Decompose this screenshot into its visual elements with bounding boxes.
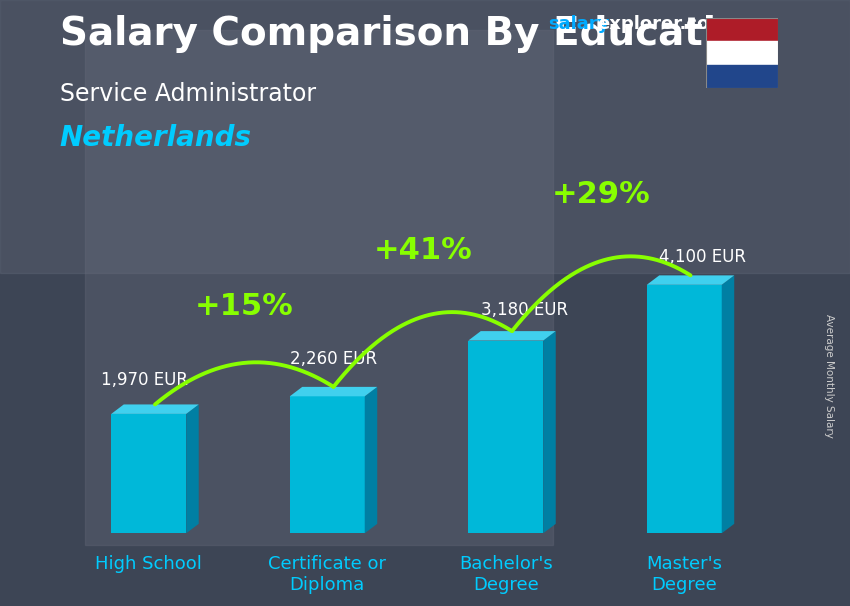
Polygon shape xyxy=(111,414,186,533)
Bar xyxy=(85,30,552,545)
Text: High School: High School xyxy=(95,555,202,573)
Text: +15%: +15% xyxy=(195,291,293,321)
Polygon shape xyxy=(365,387,377,533)
Text: 1,970 EUR: 1,970 EUR xyxy=(100,371,188,388)
Polygon shape xyxy=(111,404,199,414)
Text: 4,100 EUR: 4,100 EUR xyxy=(660,248,746,266)
Text: Certificate or
Diploma: Certificate or Diploma xyxy=(269,555,386,594)
Bar xyxy=(706,41,778,65)
Text: 3,180 EUR: 3,180 EUR xyxy=(481,301,568,319)
Text: Average Monthly Salary: Average Monthly Salary xyxy=(824,314,834,438)
Polygon shape xyxy=(468,331,556,341)
Text: salary: salary xyxy=(548,15,609,33)
Text: Salary Comparison By Education: Salary Comparison By Education xyxy=(60,15,770,53)
Text: Bachelor's
Degree: Bachelor's Degree xyxy=(459,555,552,594)
Bar xyxy=(0,0,850,273)
Polygon shape xyxy=(290,396,365,533)
Bar xyxy=(706,18,778,41)
Bar xyxy=(706,65,778,88)
Text: +41%: +41% xyxy=(373,236,472,265)
Polygon shape xyxy=(468,341,543,533)
Text: explorer.com: explorer.com xyxy=(598,15,728,33)
Polygon shape xyxy=(543,331,556,533)
Text: +29%: +29% xyxy=(552,180,650,209)
Polygon shape xyxy=(722,275,734,533)
Polygon shape xyxy=(186,404,199,533)
Text: Service Administrator: Service Administrator xyxy=(60,82,315,106)
Text: Netherlands: Netherlands xyxy=(60,124,252,152)
Text: Master's
Degree: Master's Degree xyxy=(646,555,722,594)
Polygon shape xyxy=(647,285,722,533)
Polygon shape xyxy=(290,387,377,396)
Text: 2,260 EUR: 2,260 EUR xyxy=(290,350,377,368)
Polygon shape xyxy=(647,275,734,285)
